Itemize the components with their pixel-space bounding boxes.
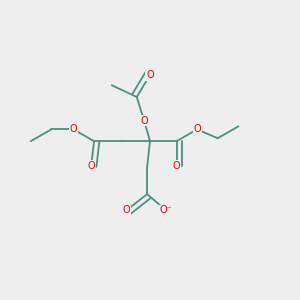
Text: O: O bbox=[193, 124, 201, 134]
Text: O: O bbox=[173, 161, 180, 171]
Text: O: O bbox=[123, 206, 130, 215]
Text: O: O bbox=[70, 124, 77, 134]
Text: O: O bbox=[87, 161, 95, 171]
Text: O⁻: O⁻ bbox=[160, 206, 172, 215]
Text: O: O bbox=[140, 116, 148, 126]
Text: O: O bbox=[146, 70, 154, 80]
